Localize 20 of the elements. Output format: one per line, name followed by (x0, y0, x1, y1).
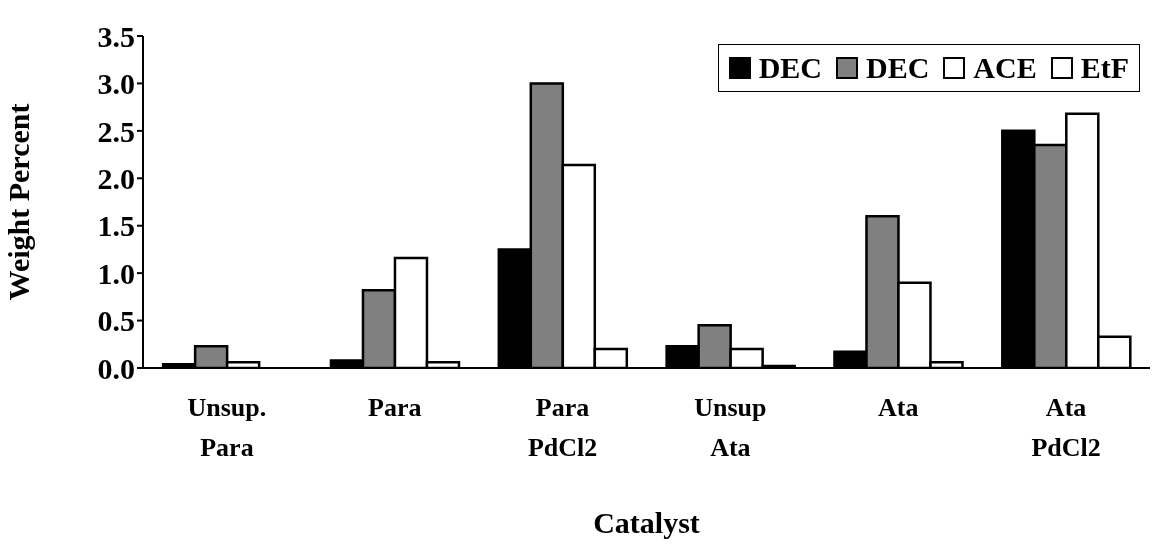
y-tick-label: 0.5 (97, 304, 135, 338)
y-axis-title: Weight Percent (1, 103, 35, 301)
x-tick-label: Unsup Ata (694, 393, 767, 462)
legend-label: DEC (757, 51, 822, 85)
x-axis-title: Catalyst (593, 506, 700, 539)
x-tick-label: Ata (878, 393, 919, 422)
legend-label: ACE (972, 51, 1037, 85)
x-tick-label: Unsup. Para (187, 393, 267, 462)
x-tick-label: Ata PdCl2 (1031, 393, 1101, 462)
y-tick-label: 2.5 (97, 114, 135, 148)
y-tick-label: 1.0 (97, 256, 135, 290)
y-tick-label: 2.0 (97, 161, 135, 195)
y-tick-label: 3.0 (97, 67, 135, 101)
legend-label: EtF (1079, 51, 1129, 85)
y-tick-label: 1.5 (97, 209, 135, 243)
x-tick-label: Para PdCl2 (527, 393, 598, 462)
y-tick-label: 0.0 (97, 351, 135, 385)
x-tick-label: Para (368, 393, 422, 422)
legend-label: DEC (865, 51, 930, 85)
y-tick-label: 3.5 (97, 19, 135, 53)
